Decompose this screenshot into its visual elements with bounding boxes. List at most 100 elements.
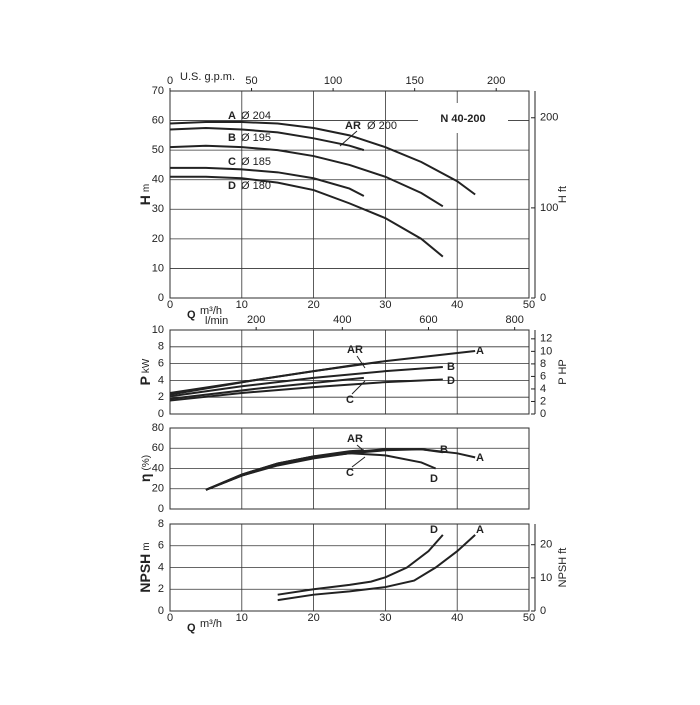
series-name: A (476, 345, 484, 357)
x-tick-label: 10 (236, 612, 248, 624)
y-tick-label: 0 (158, 292, 164, 304)
series-label: Ø 185 (241, 156, 271, 168)
y-tick-label: 8 (158, 341, 164, 353)
curve (169, 376, 364, 400)
y-tick-label: 20 (152, 483, 164, 495)
series-name: B (447, 361, 455, 373)
y-tick-label: 80 (152, 422, 164, 434)
curve (169, 144, 444, 208)
y-tick-label: 10 (152, 262, 164, 274)
y-tick-label: 60 (152, 442, 164, 454)
x-axis-label: Q (187, 622, 196, 634)
series-label: Ø 180 (241, 180, 271, 192)
x2-tick-label: 100 (324, 75, 342, 87)
x2-axis-label: l/min (205, 315, 228, 327)
leader (339, 130, 358, 147)
y-tick-label: 20 (152, 233, 164, 245)
leader (351, 380, 366, 395)
y-tick-label: 10 (152, 324, 164, 336)
x2-tick-label: 200 (247, 314, 265, 326)
y-tick-label: 40 (152, 174, 164, 186)
y2-tick-label: 8 (540, 358, 546, 370)
y2-tick-label: 10 (540, 572, 552, 584)
y2-tick-label: 10 (540, 345, 552, 357)
x-tick-label: 20 (307, 612, 319, 624)
series-name: D (228, 180, 236, 192)
x-tick-label: 0 (167, 299, 173, 311)
y-axis-unit: (%) (141, 455, 152, 471)
series-label: Ø 204 (241, 110, 271, 122)
y-tick-label: 0 (158, 408, 164, 420)
x2-tick-label: 400 (333, 314, 351, 326)
series-name: A (476, 452, 484, 464)
x-axis-unit: m³/h (200, 305, 222, 317)
x2-tick-label: 200 (487, 75, 505, 87)
series-name: B (228, 132, 236, 144)
x2-tick-label: 0 (167, 75, 173, 87)
x-tick-label: 40 (451, 299, 463, 311)
series-name: C (346, 394, 354, 406)
x2-tick-label: 600 (419, 314, 437, 326)
x-tick-label: 20 (307, 299, 319, 311)
chart-title: N 40-200 (440, 113, 485, 125)
title-box (418, 103, 508, 133)
y2-tick-label: 0 (540, 292, 546, 304)
y-tick-label: 60 (152, 114, 164, 126)
series-label: Ø 200 (367, 120, 397, 132)
y-tick-label: 70 (152, 85, 164, 97)
x-axis-label: Q (187, 309, 196, 321)
y-axis-label: NPSH m (137, 542, 153, 592)
y-tick-label: 0 (158, 605, 164, 617)
x-tick-label: 10 (236, 299, 248, 311)
y-tick-label: 50 (152, 144, 164, 156)
y2-tick-label: 6 (540, 370, 546, 382)
curve (169, 365, 443, 398)
curve (169, 378, 443, 402)
y-axis-name: H (137, 195, 153, 205)
y2-tick-label: 0 (540, 605, 546, 617)
series-name: C (228, 156, 236, 168)
series-name: D (447, 375, 455, 387)
x2-tick-label: 800 (505, 314, 523, 326)
y-tick-label: 30 (152, 203, 164, 215)
x-tick-label: 50 (523, 612, 535, 624)
curve (169, 121, 476, 196)
y-axis-label: PkW (137, 358, 153, 385)
y-axis-unit: kW (141, 358, 152, 373)
curve (277, 534, 444, 596)
y-axis-label: η (%) (137, 455, 153, 482)
y2-tick-label: 2 (540, 395, 546, 407)
plot-frame (169, 329, 530, 415)
y-tick-label: 8 (158, 518, 164, 530)
x-tick-label: 30 (379, 612, 391, 624)
y-axis-unit: m (141, 184, 152, 192)
y2-tick-label: 100 (540, 202, 558, 214)
series-name: AR (347, 344, 363, 356)
series-name: D (430, 524, 438, 536)
y-tick-label: 0 (158, 503, 164, 515)
y-tick-label: 2 (158, 391, 164, 403)
curve (170, 175, 444, 258)
y-axis-label: Hm (137, 184, 153, 205)
y-tick-label: 4 (158, 374, 164, 386)
y2-tick-label: 200 (540, 112, 558, 124)
y-tick-label: 6 (158, 358, 164, 370)
series-name: D (430, 473, 438, 485)
y-axis-name: NPSH (137, 554, 153, 593)
curve (169, 362, 365, 396)
y-axis-name: η (137, 474, 153, 483)
curve (205, 452, 437, 491)
series-name: A (228, 110, 236, 122)
curve (169, 126, 365, 152)
y2-tick-label: 20 (540, 539, 552, 551)
leader (356, 355, 366, 369)
y-axis-unit: m (141, 542, 152, 550)
y2-tick-label: 4 (540, 383, 546, 395)
curve (170, 166, 365, 197)
y-axis-name: P (137, 376, 153, 385)
x-axis-unit: m³/h (200, 618, 222, 630)
y2-tick-label: 12 (540, 333, 552, 345)
y2-axis-label: P HP (557, 359, 569, 384)
